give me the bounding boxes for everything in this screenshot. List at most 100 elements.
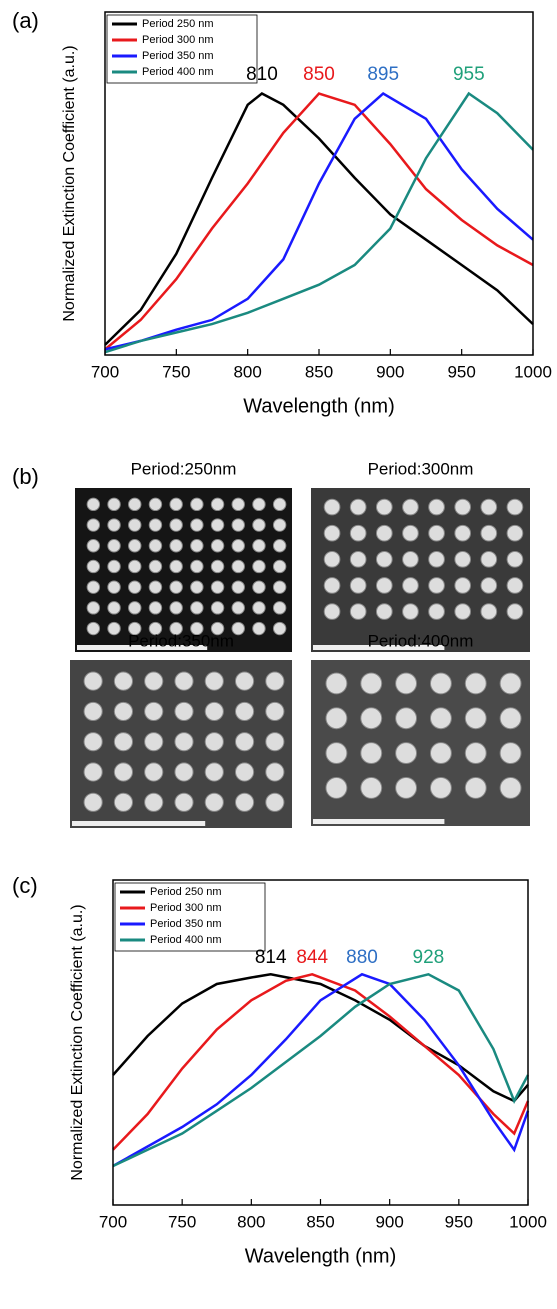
nanodisk (145, 733, 163, 751)
sem-image (311, 488, 530, 652)
nanodisk (232, 519, 244, 531)
nanodisk (253, 560, 265, 572)
nanodisk (108, 498, 120, 510)
nanodisk (253, 519, 265, 531)
nanodisk (481, 578, 497, 594)
nanodisk (108, 581, 120, 593)
nanodisk (170, 540, 182, 552)
peak-label: 955 (453, 64, 485, 85)
nanodisk (232, 560, 244, 572)
nanodisk (350, 525, 366, 541)
x-tick-label: 900 (376, 362, 404, 381)
nanodisk (175, 702, 193, 720)
nanodisk (361, 743, 382, 764)
nanodisk (324, 551, 340, 567)
nanodisk (500, 673, 521, 694)
nanodisk (253, 602, 265, 614)
peak-label: 895 (367, 64, 399, 85)
nanodisk (175, 733, 193, 751)
nanodisk (326, 777, 347, 798)
legend-label: Period 300 nm (142, 34, 214, 46)
nanodisk (114, 763, 132, 781)
nanodisk (350, 578, 366, 594)
nanodisk (211, 540, 223, 552)
nanodisk (170, 581, 182, 593)
legend-label: Period 400 nm (150, 934, 222, 946)
figure: (a)7007508008509009501000Wavelength (nm)… (0, 0, 557, 1304)
nanodisk (326, 673, 347, 694)
image-title: Period:350nm (128, 631, 234, 650)
nanodisk (481, 604, 497, 620)
nanodisk (429, 551, 445, 567)
nanodisk (235, 733, 253, 751)
nanodisk (114, 702, 132, 720)
nanodisk (396, 708, 417, 729)
nanodisk (350, 551, 366, 567)
nanodisk (149, 540, 161, 552)
nanodisk (145, 672, 163, 690)
nanodisk (376, 525, 392, 541)
nanodisk (324, 499, 340, 515)
nanodisk (205, 763, 223, 781)
nanodisk (87, 519, 99, 531)
nanodisk (211, 560, 223, 572)
nanodisk (129, 581, 141, 593)
nanodisk (430, 743, 451, 764)
nanodisk (403, 551, 419, 567)
nanodisk (465, 743, 486, 764)
nanodisk (253, 622, 265, 634)
nanodisk (481, 551, 497, 567)
nanodisk (232, 602, 244, 614)
sem-image (75, 488, 292, 652)
nanodisk (266, 763, 284, 781)
nanodisk (326, 743, 347, 764)
nanodisk (108, 622, 120, 634)
nanodisk (145, 793, 163, 811)
nanodisk (129, 540, 141, 552)
nanodisk (430, 708, 451, 729)
nanodisk (266, 733, 284, 751)
nanodisk (253, 540, 265, 552)
peak-label: 850 (303, 64, 335, 85)
nanodisk (403, 604, 419, 620)
nanodisk (149, 602, 161, 614)
nanodisk (273, 560, 285, 572)
nanodisk (396, 777, 417, 798)
nanodisk (129, 519, 141, 531)
nanodisk (396, 673, 417, 694)
panel-label: (c) (12, 873, 38, 898)
nanodisk (191, 560, 203, 572)
nanodisk (87, 622, 99, 634)
nanodisk (455, 499, 471, 515)
x-tick-label: 1000 (509, 1212, 547, 1231)
nanodisk (205, 733, 223, 751)
nanodisk (235, 672, 253, 690)
nanodisk (191, 540, 203, 552)
nanodisk (108, 602, 120, 614)
nanodisk (376, 578, 392, 594)
peak-label: 928 (413, 947, 445, 968)
nanodisk (108, 560, 120, 572)
nanodisk (211, 498, 223, 510)
nanodisk (87, 560, 99, 572)
nanodisk (87, 581, 99, 593)
nanodisk (170, 560, 182, 572)
nanodisk (149, 581, 161, 593)
nanodisk (232, 498, 244, 510)
nanodisk (145, 702, 163, 720)
image-title: Period:400nm (368, 631, 474, 650)
nanodisk (87, 498, 99, 510)
y-axis-title: Normalized Extinction Coefficient (a.u.) (69, 904, 86, 1180)
nanodisk (129, 602, 141, 614)
x-tick-label: 800 (237, 1212, 265, 1231)
nanodisk (114, 793, 132, 811)
nanodisk (507, 499, 523, 515)
scale-bar (313, 819, 444, 824)
nanodisk (129, 560, 141, 572)
nanodisk (175, 793, 193, 811)
nanodisk (108, 519, 120, 531)
nanodisk (170, 498, 182, 510)
sem-image (70, 660, 292, 828)
x-tick-label: 700 (91, 362, 119, 381)
nanodisk (149, 498, 161, 510)
